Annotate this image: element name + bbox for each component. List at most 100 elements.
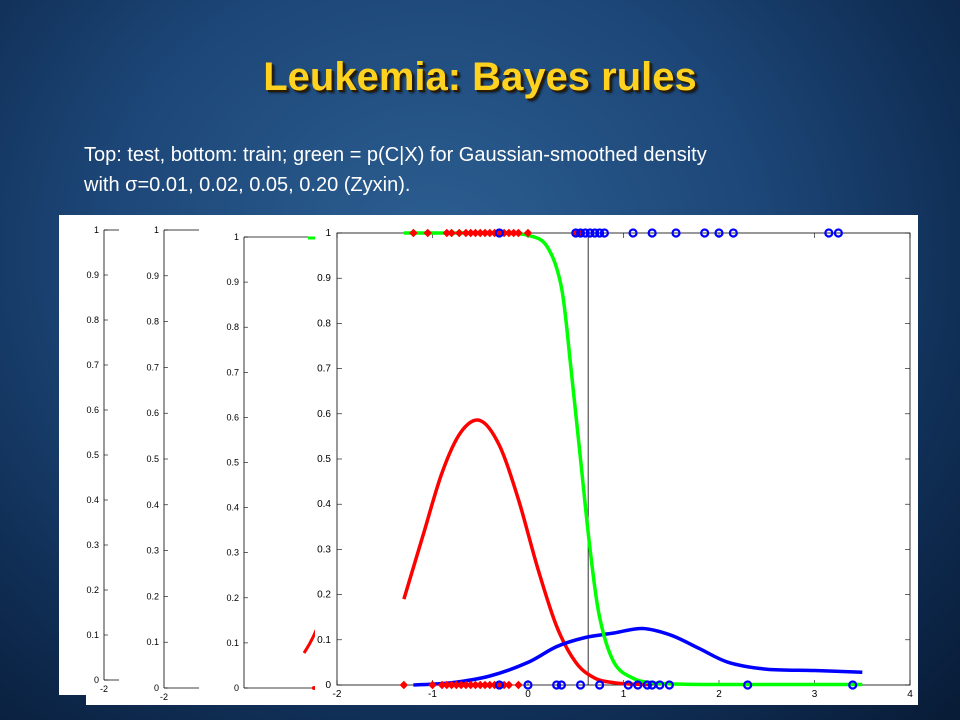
train-point-red [442, 680, 452, 690]
y-tick-label: 1 [154, 225, 159, 235]
y-tick-label: 1 [94, 225, 99, 235]
y-tick-label: 0.9 [146, 271, 159, 281]
test-point-red [504, 228, 514, 238]
y-tick-label: 0.9 [317, 273, 331, 284]
blue-density-curve [413, 626, 863, 687]
test-point-blue [494, 228, 504, 238]
test-point-red [409, 228, 418, 238]
train-point-blue [743, 680, 753, 690]
train-point-red [514, 680, 523, 690]
y-tick-label: 0.5 [86, 450, 99, 460]
subtitle-line-2: with σ=0.01, 0.02, 0.05, 0.20 (Zyxin). [84, 174, 411, 196]
y-tick-label: 0.1 [146, 637, 159, 647]
red-density-curve [402, 418, 653, 687]
y-tick-label: 0.6 [86, 405, 99, 415]
test-point-blue [647, 228, 657, 238]
test-point-red [461, 228, 471, 238]
train-point-blue [623, 680, 633, 690]
y-tick-label: 0.3 [226, 548, 239, 558]
test-point-blue [833, 228, 843, 238]
test-point-red [476, 228, 485, 238]
train-point-red [399, 680, 409, 690]
chart-panel-front: 0 0.1 0.2 0.3 0.4 0.5 0.6 0.7 0.8 0.9 1 -2 -1 0 1 2 3 4 [315, 223, 918, 705]
y-tick-label: 0.4 [226, 503, 239, 513]
train-point-red [437, 680, 447, 690]
y-tick-label: 0.5 [317, 454, 331, 465]
train-point-red [480, 680, 490, 690]
test-point-blue [728, 228, 738, 238]
test-point-blue [580, 228, 590, 238]
test-point-red [423, 228, 432, 238]
train-point-red [476, 680, 485, 690]
x-tick-label: 2 [716, 689, 722, 700]
y-tick-label: 1 [325, 228, 331, 239]
train-point-red [466, 680, 475, 690]
train-point-red [485, 680, 495, 690]
slide-subtitle: Top: test, bottom: train; green = p(C|X)… [84, 140, 934, 200]
y-tick-label: 0.8 [226, 322, 239, 332]
test-point-blue [628, 228, 638, 238]
train-point-red [428, 680, 437, 690]
y-tick-label: 0.5 [226, 458, 239, 468]
train-point-red [447, 680, 456, 690]
y-tick-label: 0.4 [317, 499, 331, 510]
y-tick-label: 0.7 [226, 367, 239, 377]
y-tick-label: 0.7 [86, 360, 99, 370]
y-tick-label: 0.6 [317, 409, 331, 420]
y-tick-label: 0.1 [317, 635, 331, 646]
test-point-red [466, 228, 475, 238]
y-tick-label: 0.8 [86, 315, 99, 325]
x-tick-label: 4 [907, 689, 913, 700]
y-tick-label: 0.6 [226, 412, 239, 422]
y-tick-label: 0.3 [146, 546, 159, 556]
y-tick-label: 0 [325, 680, 331, 691]
test-point-blue [714, 228, 724, 238]
test-point-blue [595, 228, 605, 238]
test-point-red [480, 228, 490, 238]
x-tick-label: -1 [428, 689, 437, 700]
x-tick-label: -2 [160, 692, 168, 702]
y-tick-label: 0 [94, 675, 99, 685]
train-point-red [504, 680, 514, 690]
y-tick-label: 1 [234, 232, 239, 242]
y-tick-label: 0.9 [226, 277, 239, 287]
x-tick-label: 3 [812, 689, 818, 700]
y-tick-label: 0.2 [146, 591, 159, 601]
train-point-blue [848, 680, 858, 690]
x-tick-label: -2 [333, 689, 342, 700]
y-tick-label: 0.8 [146, 317, 159, 327]
train-point-blue [523, 680, 533, 690]
y-tick-label: 0 [154, 683, 159, 693]
y-tick-label: 0.3 [86, 540, 99, 550]
y-tick-label: 0.6 [146, 408, 159, 418]
y-tick-label: 0.9 [86, 270, 99, 280]
test-point-red [454, 228, 464, 238]
test-point-blue [585, 228, 595, 238]
y-tick-label: 0 [234, 683, 239, 693]
y-tick-label: 0.2 [86, 585, 99, 595]
train-point-red [456, 680, 466, 690]
y-tick-label: 0.4 [86, 495, 99, 505]
test-point-blue [599, 228, 610, 238]
x-tick-label: -2 [100, 684, 108, 694]
y-tick-label: 0.7 [317, 364, 331, 375]
train-point-blue [595, 680, 605, 690]
train-point-red [452, 680, 461, 690]
test-point-red [471, 228, 480, 238]
train-point-blue [494, 680, 504, 690]
train-point-blue [575, 680, 586, 690]
y-tick-label: 0.2 [226, 593, 239, 603]
test-point-blue [671, 228, 681, 238]
y-tick-label: 0.4 [146, 500, 159, 510]
y-tick-label: 0.3 [317, 544, 331, 555]
train-point-blue [664, 680, 674, 690]
panel-background [315, 223, 918, 705]
y-tick-label: 0.2 [317, 590, 331, 601]
test-point-red [485, 228, 495, 238]
slide-title: Leukemia: Bayes rules [263, 55, 697, 99]
test-point-blue [571, 228, 581, 238]
y-tick-label: 0.7 [146, 362, 159, 372]
train-point-blue [633, 680, 643, 690]
x-tick-label: 0 [525, 689, 531, 700]
